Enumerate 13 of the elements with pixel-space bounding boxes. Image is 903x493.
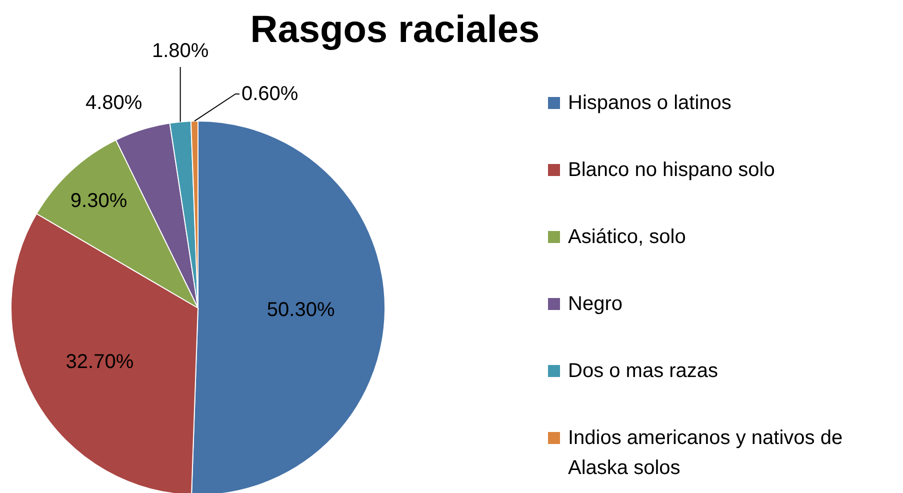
data-label: 1.80%: [152, 40, 209, 62]
legend-label: Blanco no hispano solo: [568, 159, 775, 181]
data-label: 0.60%: [241, 83, 298, 105]
legend-label: Asiático, solo: [568, 226, 686, 248]
legend-label: Indios americanos y nativos de Alaska solos: [568, 427, 843, 479]
data-label: 50.30%: [266, 298, 335, 321]
chart-title: Rasgos raciales: [250, 9, 540, 51]
legend-label: Dos o mas razas: [568, 360, 718, 382]
legend-label: Hispanos o latinos: [568, 92, 732, 114]
data-label: 4.80%: [85, 92, 142, 114]
data-label: 32.70%: [66, 351, 134, 374]
legend-label: Negro: [568, 293, 622, 315]
data-label: 9.30%: [70, 190, 128, 212]
